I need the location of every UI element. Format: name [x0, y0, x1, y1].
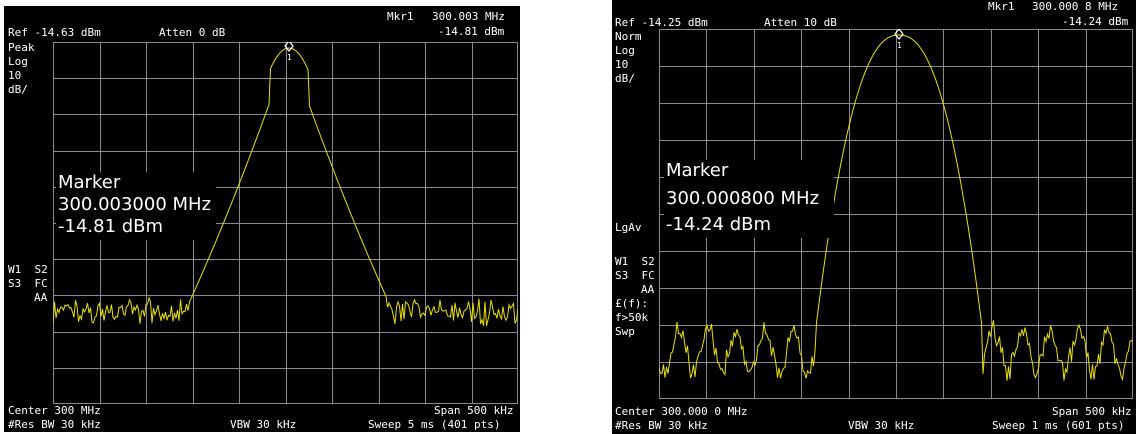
scale-value: 10 — [615, 58, 629, 71]
marker-number: 1 — [287, 53, 292, 62]
side-label-aa: AA — [34, 291, 48, 304]
graticule-left: 1 — [53, 42, 518, 404]
marker-readout-freq: 300.000 8 MHz — [1032, 0, 1119, 13]
marker-info-box: Marker 300.000800 MHz -14.24 dBm — [664, 160, 834, 238]
side-label-filter: £(f): — [615, 297, 649, 310]
marker-readout-amp: -14.81 dBm — [438, 25, 505, 38]
marker-number: 1 — [897, 41, 902, 50]
frequency-span: Span 500 kHz — [1052, 405, 1132, 418]
ref-level: Ref -14.63 dBm — [8, 26, 101, 39]
video-bandwidth: VBW 30 kHz — [230, 418, 297, 431]
side-label-s3-fc: S3 FC — [615, 269, 655, 282]
center-frequency: Center 300.000 0 MHz — [615, 405, 748, 418]
frequency-span: Span 500 kHz — [434, 404, 514, 417]
scale-unit: dB/ — [615, 72, 635, 85]
marker-readout-label: Mkr1 — [988, 0, 1015, 13]
marker-diamond-icon — [284, 42, 294, 52]
side-label-swp: Swp — [615, 325, 635, 338]
resolution-bandwidth: #Res BW 30 kHz — [8, 418, 101, 431]
side-label-w1-s2: W1 S2 — [8, 263, 48, 276]
resolution-bandwidth: #Res BW 30 kHz — [615, 419, 708, 432]
marker-box-amp: -14.24 dBm — [666, 214, 772, 235]
attenuation: Atten 10 dB — [764, 16, 837, 29]
marker-readout-freq: 300.003 MHz — [432, 10, 505, 23]
marker-box-amp: -14.81 dBm — [58, 216, 164, 237]
marker-box-freq: 300.000800 MHz — [666, 188, 820, 209]
detector-mode: Peak — [8, 41, 35, 54]
averaging-mode: LgAv — [615, 221, 642, 234]
marker-box-freq: 300.003000 MHz — [58, 194, 212, 215]
side-label-s3-fc: S3 FC — [8, 277, 48, 290]
ref-level: Ref -14.25 dBm — [615, 16, 708, 29]
scale-unit: dB/ — [8, 83, 28, 96]
spectrum-screen-left: 1 Mkr1 300.003 MHz -14.81 dBm Ref -14.63… — [4, 6, 520, 432]
trace-plot-left: 1 — [53, 42, 518, 404]
side-label-w1-s2: W1 S2 — [615, 255, 655, 268]
spectrum-trace — [53, 47, 518, 326]
marker-info-box: Marker 300.003000 MHz -14.81 dBm — [56, 172, 216, 240]
sweep-time: Sweep 5 ms (401 pts) — [368, 418, 501, 431]
detector-mode: Norm — [615, 30, 642, 43]
side-label-aa: AA — [641, 283, 655, 296]
side-label-f-threshold: f>50k — [615, 311, 649, 324]
center-frequency: Center 300 MHz — [8, 404, 101, 417]
scale-value: 10 — [8, 69, 22, 82]
video-bandwidth: VBW 30 kHz — [848, 419, 915, 432]
marker-readout-amp: -14.24 dBm — [1062, 15, 1129, 28]
scale-log: Log — [8, 55, 28, 68]
marker-readout-label: Mkr1 — [387, 10, 414, 23]
scale-log: Log — [615, 44, 635, 57]
spectrum-screen-right: 1 Mkr1 300.000 8 MHz -14.24 dBm Ref -14.… — [612, 0, 1136, 434]
attenuation: Atten 0 dB — [159, 26, 226, 39]
marker-box-title: Marker — [58, 172, 121, 193]
sweep-time: Sweep 1 ms (601 pts) — [992, 419, 1125, 432]
marker-box-title: Marker — [666, 160, 729, 181]
marker-diamond-icon — [894, 29, 904, 40]
